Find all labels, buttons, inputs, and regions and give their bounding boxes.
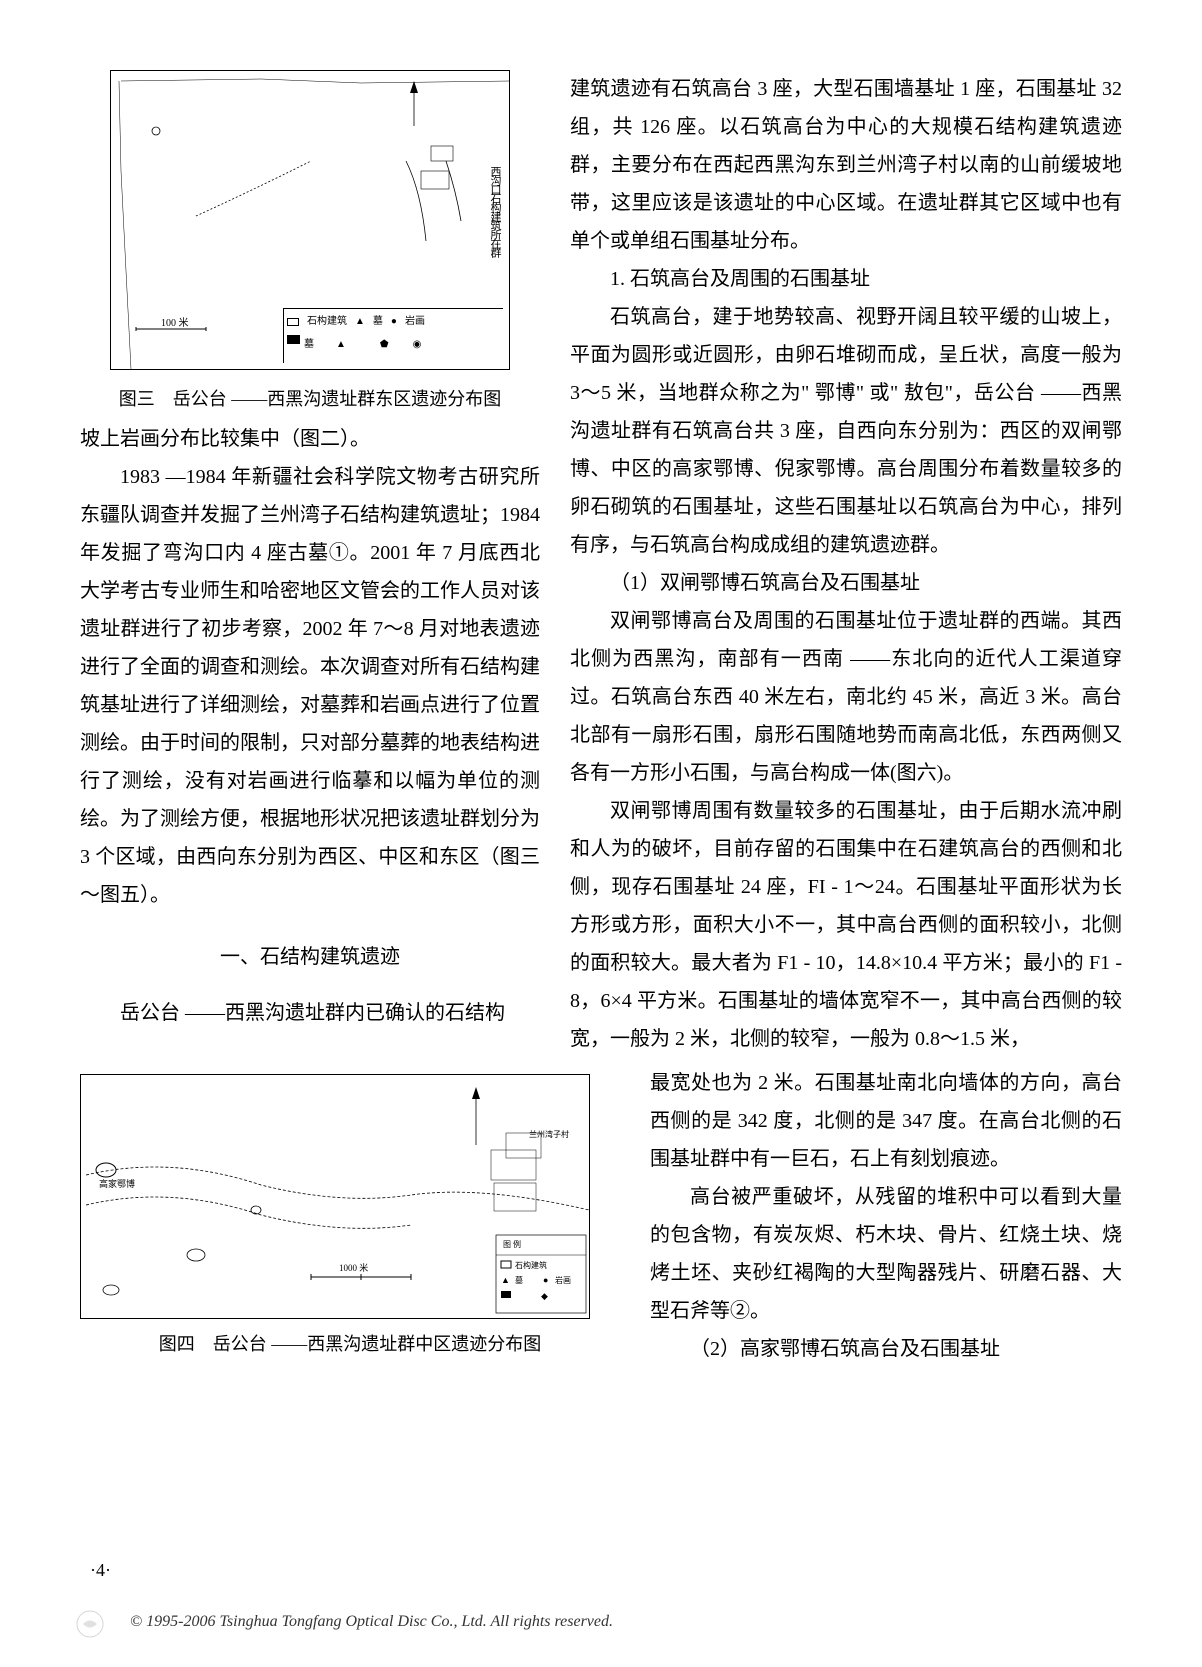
svg-text:1000 米: 1000 米: [339, 1262, 368, 1273]
figure-3-map: 100 米 西沟口石构建筑所在群 石构建筑 ▲ 墓 ● 岩画 墓 ▲: [110, 70, 510, 370]
svg-text:岩画: 岩画: [555, 1275, 571, 1285]
figure-3-legend: 石构建筑 ▲ 墓 ● 岩画 墓 ▲ ⬟ ◉: [283, 308, 503, 363]
figure-3-inset-label: 西沟口石构建筑所在群: [488, 166, 501, 256]
bottom-p5: 最宽处也为 2 米。石围基址南北向墙体的方向，高台西侧的是 342 度，北侧的是…: [650, 1064, 1122, 1178]
svg-text:▲: ▲: [501, 1275, 510, 1285]
figure-4-caption: 图四 岳公台 ——西黑沟遗址群中区遗迹分布图: [80, 1327, 620, 1361]
legend-item: 墓: [373, 312, 383, 331]
right-h1: 1. 石筑高台及周围的石围基址: [570, 260, 1122, 298]
svg-text:石构建筑: 石构建筑: [515, 1260, 547, 1270]
svg-text:◆: ◆: [541, 1291, 548, 1301]
subsection-heading: 岳公台 ——西黑沟遗址群内已确认的石结构: [80, 994, 540, 1032]
right-p4: 双闸鄂博周围有数量较多的石围基址，由于后期水流冲刷和人为的破坏，目前存留的石围集…: [570, 792, 1122, 1058]
svg-text:100 米: 100 米: [161, 316, 189, 329]
section-heading-1: 一、石结构建筑遗迹: [80, 938, 540, 976]
svg-text:墓: 墓: [515, 1275, 523, 1285]
page-number: ·4·: [90, 1553, 111, 1587]
right-p3: 双闸鄂博高台及周围的石围基址位于遗址群的西端。其西北侧为西黑沟，南部有一西南 —…: [570, 602, 1122, 792]
bottom-p6: 高台被严重破坏，从残留的堆积中可以看到大量的包含物，有炭灰烬、朽木块、骨片、红烧…: [650, 1178, 1122, 1330]
left-p1: 1983 —1984 年新疆社会科学院文物考古研究所东疆队调查并发掘了兰州湾子石…: [80, 458, 540, 914]
bottom-h3: （2）高家鄂博石筑高台及石围基址: [650, 1330, 1122, 1368]
svg-text:高家鄂博: 高家鄂博: [99, 1178, 135, 1189]
svg-text:兰州湾子村: 兰州湾子村: [529, 1129, 569, 1139]
copyright-logo: [75, 1609, 105, 1639]
legend-item: 岩画: [405, 312, 425, 331]
right-p2: 石筑高台，建于地势较高、视野开阔且较平缓的山坡上，平面为圆形或近圆形，由卵石堆砌…: [570, 298, 1122, 564]
right-h2: （1）双闸鄂博石筑高台及石围基址: [570, 564, 1122, 602]
svg-text:图 例: 图 例: [503, 1239, 521, 1249]
right-p1: 建筑遗迹有石筑高台 3 座，大型石围墙基址 1 座，石围基址 32 组，共 12…: [570, 70, 1122, 260]
copyright-text: © 1995-2006 Tsinghua Tongfang Optical Di…: [130, 1607, 613, 1637]
figure-4-map: 高家鄂博 兰州湾子村 1000 米 图 例 石构建筑 ▲ 墓: [80, 1074, 590, 1319]
left-intro: 坡上岩画分布比较集中（图二）。: [80, 420, 540, 458]
figure-3-caption: 图三 岳公台 ——西黑沟遗址群东区遗迹分布图: [80, 382, 540, 416]
legend-item: 石构建筑: [307, 312, 347, 331]
svg-text:●: ●: [543, 1275, 548, 1285]
